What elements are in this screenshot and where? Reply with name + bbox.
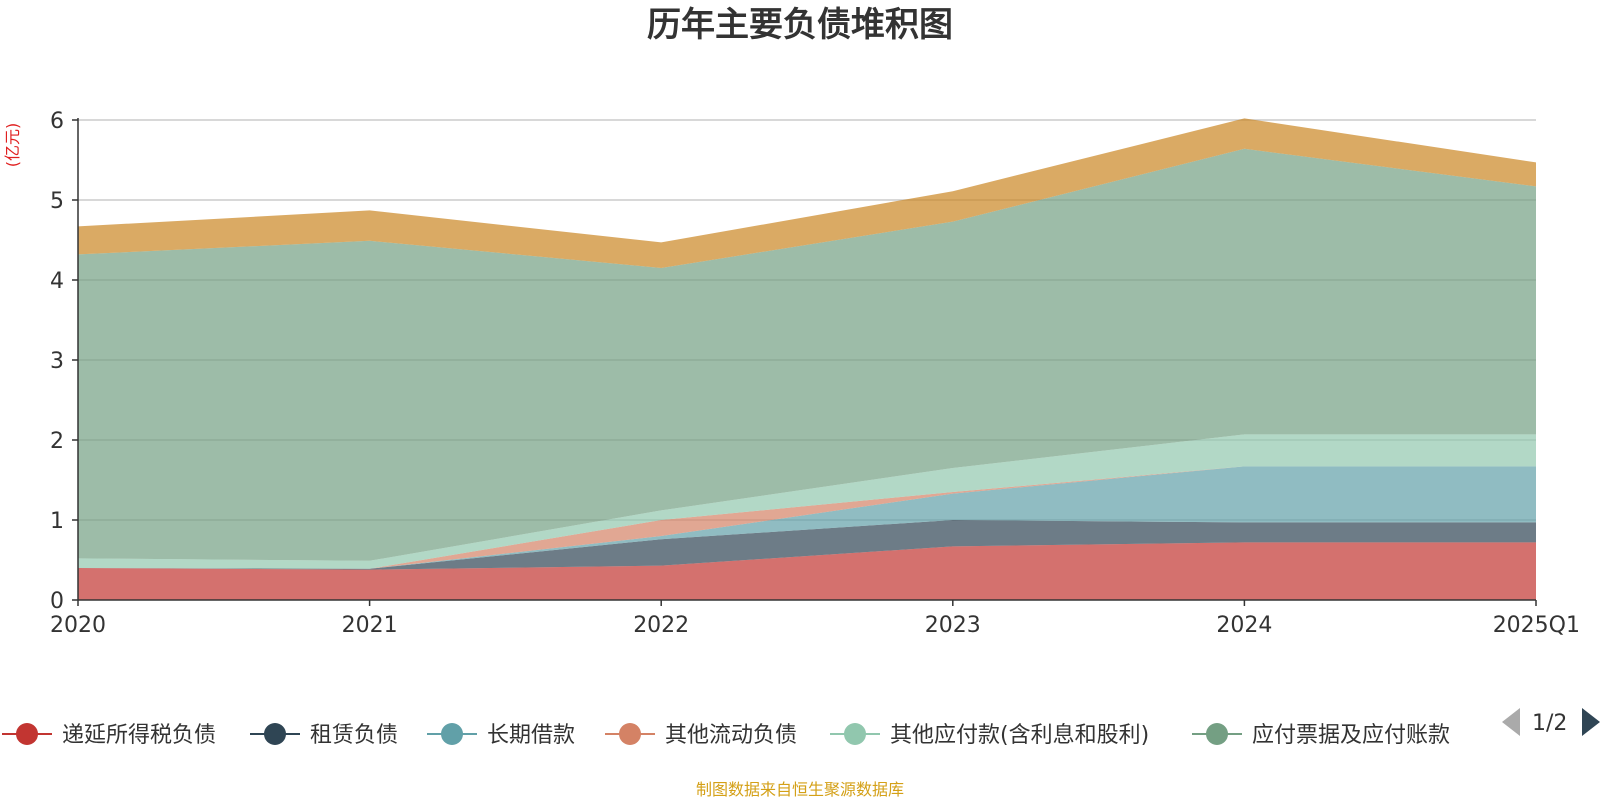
area-series (78, 118, 1536, 600)
legend-marker-icon (16, 723, 38, 745)
legend-marker-icon (844, 723, 866, 745)
area-series-4 (78, 434, 1536, 569)
legend-label: 长期借款 (487, 723, 575, 748)
chart-title: 历年主要负债堆积图 (647, 5, 953, 45)
legend-label: 应付票据及应付账款 (1252, 723, 1450, 748)
x-tick-label: 2025Q1 (1493, 613, 1580, 638)
legend-next-icon[interactable] (1582, 708, 1600, 736)
x-tick-label: 2022 (633, 613, 689, 638)
area-series-6 (78, 118, 1536, 269)
x-tick-label: 2024 (1216, 613, 1272, 638)
y-tick-label: 0 (50, 589, 64, 614)
y-tick-label: 5 (50, 189, 64, 214)
y-tick-label: 3 (50, 349, 64, 374)
area-series-1 (78, 520, 1536, 570)
legend-item-1[interactable]: 租赁负债 (250, 723, 398, 748)
legend-marker-icon (1206, 723, 1228, 745)
y-tick-label: 1 (50, 509, 64, 534)
legend-item-2[interactable]: 长期借款 (427, 723, 575, 748)
x-tick-label: 2021 (342, 613, 398, 638)
legend-pager: 1/2 (1502, 708, 1600, 736)
y-tick-label: 4 (50, 269, 64, 294)
legend-item-5[interactable]: 应付票据及应付账款 (1192, 723, 1450, 748)
legend-label: 租赁负债 (310, 723, 398, 748)
legend-marker-icon (264, 723, 286, 745)
legend: 递延所得税负债 租赁负债 长期借款 其他流动负债 其他应付款(含利息和股利) 应付票据及应… (2, 723, 1450, 748)
x-tick-label: 2020 (50, 613, 106, 638)
y-axis-unit: (亿元) (3, 123, 22, 168)
area-series-5 (78, 148, 1536, 561)
legend-page-indicator: 1/2 (1532, 711, 1567, 736)
data-source-note: 制图数据来自恒生聚源数据库 (696, 780, 904, 799)
legend-item-3[interactable]: 其他流动负债 (605, 723, 797, 748)
y-tick-labels: 0 1 2 3 4 5 6 (50, 109, 64, 614)
y-tick-label: 2 (50, 429, 64, 454)
legend-marker-icon (619, 723, 641, 745)
area-series-0 (78, 542, 1536, 600)
axes (72, 118, 1537, 606)
legend-item-0[interactable]: 递延所得税负债 (2, 723, 216, 748)
legend-label: 递延所得税负债 (62, 723, 216, 748)
legend-prev-icon[interactable] (1502, 708, 1520, 736)
y-tick-label: 6 (50, 109, 64, 134)
legend-label: 其他应付款(含利息和股利) (890, 723, 1149, 748)
legend-label: 其他流动负债 (665, 723, 797, 748)
legend-marker-icon (441, 723, 463, 745)
x-tick-label: 2023 (925, 613, 981, 638)
legend-item-4[interactable]: 其他应付款(含利息和股利) (830, 723, 1149, 748)
x-tick-labels: 2020 2021 2022 2023 2024 2025Q1 (50, 613, 1580, 638)
area-series-2 (78, 466, 1536, 569)
